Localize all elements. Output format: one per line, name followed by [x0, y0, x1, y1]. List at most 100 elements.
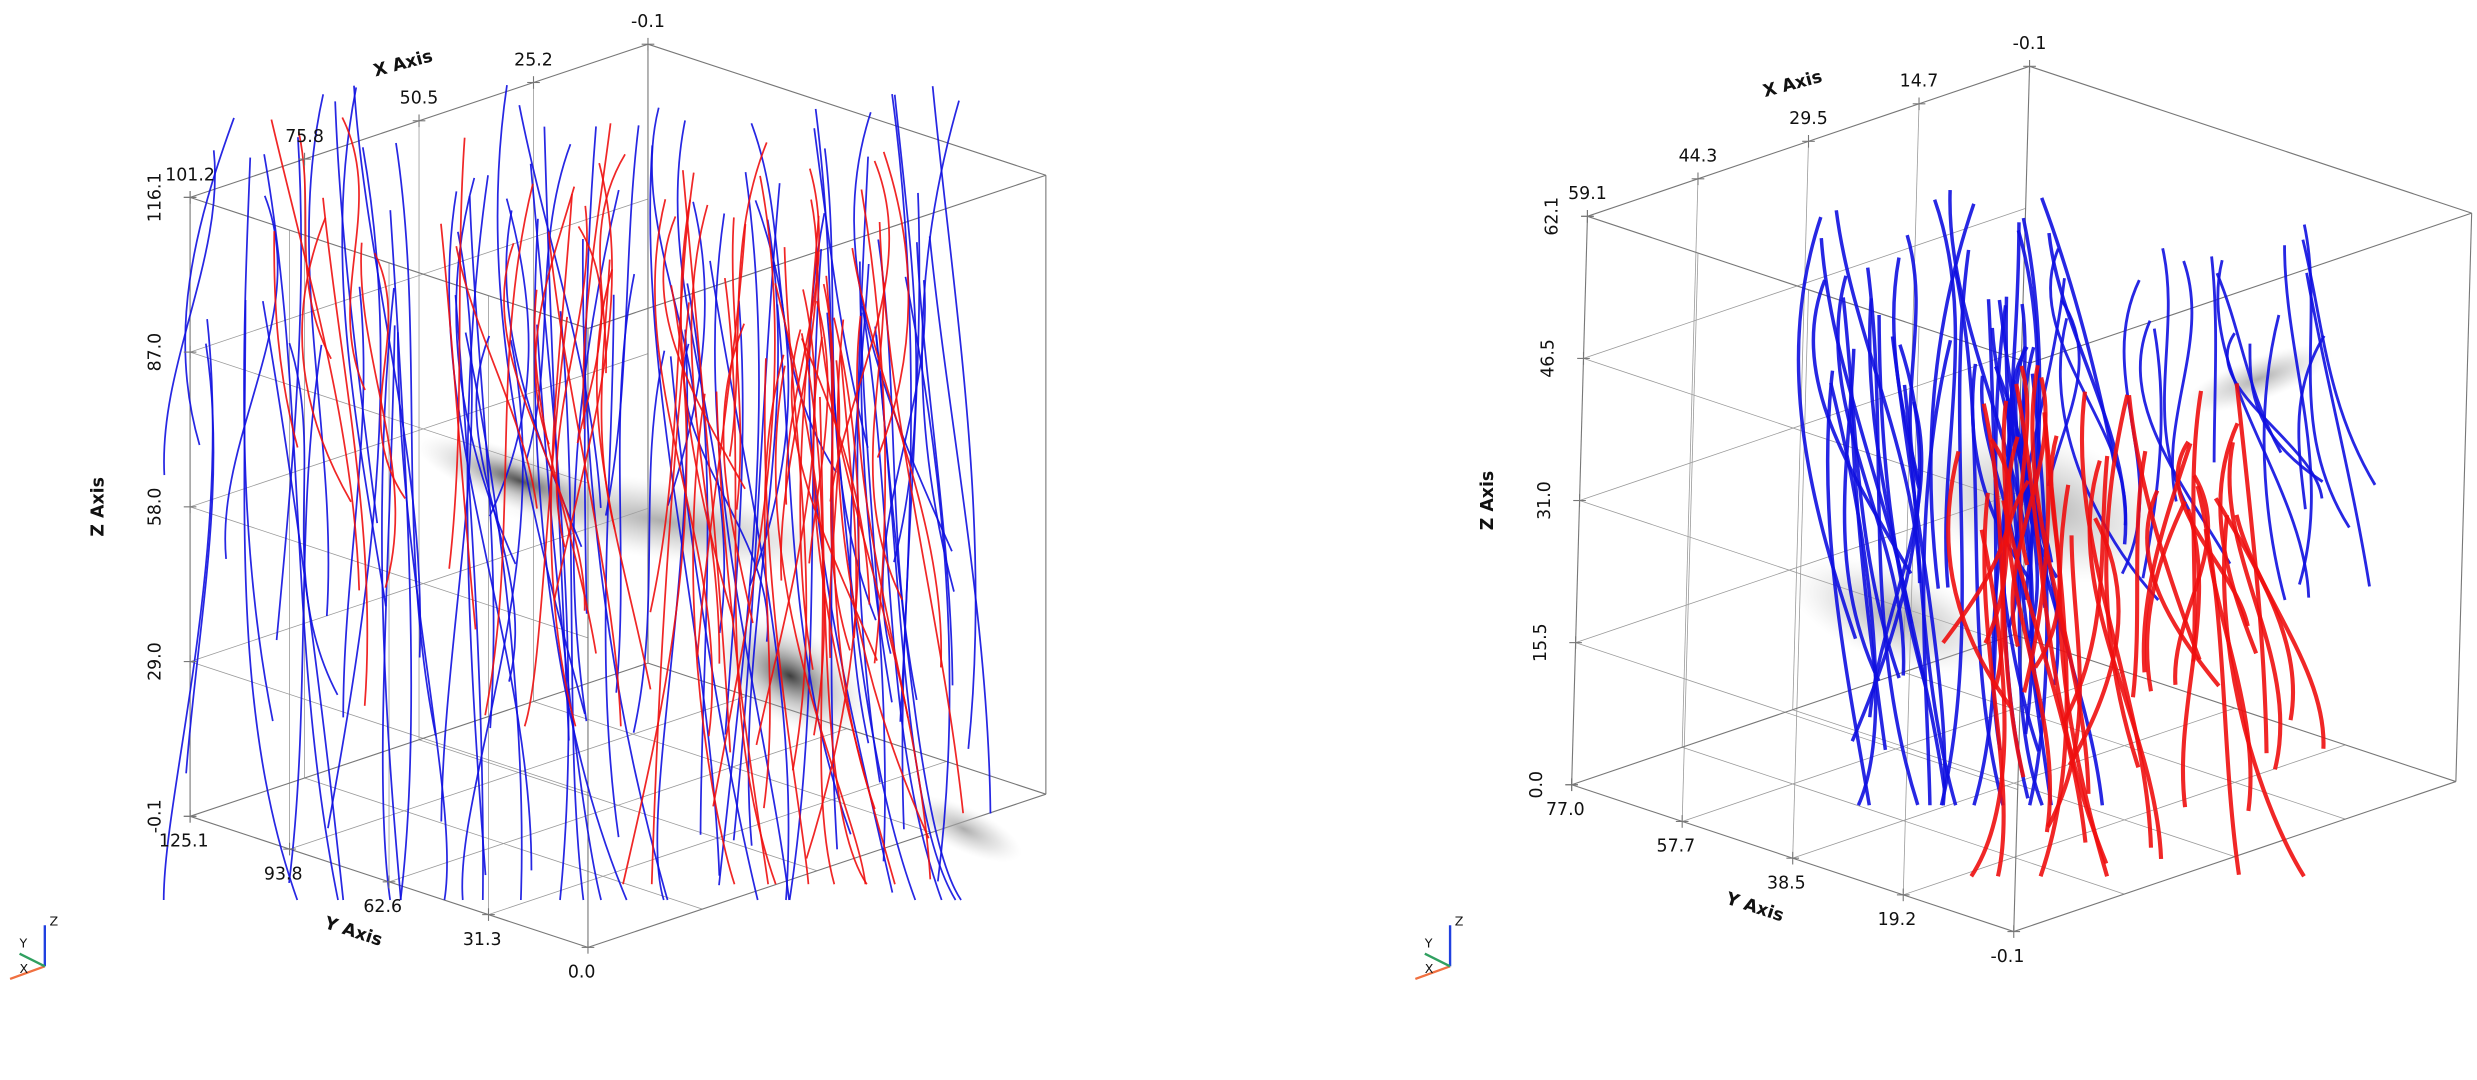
streamline [440, 231, 473, 822]
y-tick-label: 38.5 [1767, 873, 1806, 893]
streamline [653, 199, 713, 737]
streamline [466, 175, 489, 876]
streamline [1953, 270, 2005, 806]
y-tick-label: 125.1 [159, 832, 209, 852]
grid-line [388, 728, 848, 883]
widget-x-label: X [20, 961, 29, 976]
density-blob [477, 470, 851, 572]
grid-line [1681, 178, 1699, 748]
streamline [1825, 370, 1872, 806]
streamline [1836, 275, 1906, 676]
x-tick-label: 50.5 [400, 89, 439, 109]
streamline [2216, 259, 2311, 598]
y-tick-label: 0.0 [568, 963, 596, 983]
y-tick-label: 93.8 [264, 864, 303, 884]
streamline [2305, 272, 2371, 587]
streamline [2138, 320, 2232, 565]
streamline [503, 242, 586, 611]
grid-line [1579, 350, 2022, 501]
streamline [595, 269, 652, 690]
streamline [163, 150, 216, 476]
streamline [1905, 234, 1921, 490]
streamline [488, 198, 530, 517]
streamline [713, 213, 790, 901]
streamline [1982, 492, 2006, 877]
x-axis-title: X Axis [1761, 67, 1824, 102]
streamline [851, 247, 943, 668]
streamline [2234, 514, 2326, 749]
streamline [696, 223, 747, 658]
z-tick-label: 15.5 [1531, 623, 1551, 662]
widget-x-axis [9, 965, 46, 981]
streamline [826, 312, 917, 901]
streamline [581, 239, 669, 901]
streamline [755, 289, 816, 746]
streamline [840, 355, 858, 639]
streamline [812, 336, 896, 885]
streamline [774, 365, 867, 885]
streamline [381, 287, 402, 901]
streamline [2040, 197, 2116, 463]
grid-line [1682, 746, 2125, 895]
streamline [750, 123, 838, 473]
streamline [1921, 339, 1953, 806]
density-blob [1790, 557, 2001, 675]
streamline [800, 333, 836, 885]
streamline [2180, 508, 2202, 808]
streamline [572, 189, 620, 722]
x-tick-label: -0.1 [631, 12, 665, 32]
streamline [184, 117, 235, 446]
x-tick-label: 44.3 [1679, 147, 1718, 167]
streamline [496, 84, 586, 715]
streamline [819, 396, 868, 885]
streamline [2210, 256, 2218, 463]
streamline [1796, 216, 1858, 640]
streamline [785, 168, 820, 505]
streamline [322, 197, 369, 706]
widget-x-axis [1414, 965, 1451, 981]
streamline [1811, 279, 1913, 575]
streamline [2130, 450, 2148, 698]
streamline [712, 175, 776, 807]
widget-y-label: Y [1424, 936, 1433, 951]
streamline [2248, 343, 2324, 483]
streamline [876, 151, 910, 458]
streamline [1939, 249, 1971, 806]
streamline [555, 205, 588, 548]
streamline [800, 338, 871, 605]
streamline [2161, 248, 2191, 512]
streamline [2141, 442, 2193, 673]
streamline [353, 85, 422, 658]
streamline [2297, 335, 2326, 510]
streamline [783, 247, 808, 771]
y-axis-title: Y Axis [321, 913, 385, 951]
streamline [2030, 364, 2091, 794]
streamline [341, 117, 366, 391]
streamline [2001, 499, 2088, 843]
streamline [275, 137, 303, 641]
streamline [808, 300, 829, 564]
streamline [2171, 260, 2194, 502]
streamline [263, 154, 339, 901]
streamline [632, 350, 666, 733]
streamline [622, 285, 688, 885]
streamline [2283, 245, 2313, 585]
y-tick-label: -0.1 [1991, 947, 2025, 967]
y-tick-label: 57.7 [1657, 837, 1696, 857]
streamline [464, 332, 523, 901]
streamline [297, 131, 332, 360]
streamline [650, 302, 690, 885]
panel: 59.1 44.3 29.5 14.7 -0.1 77.0 57.7 38.5 19.2 -0.1… [1414, 34, 2473, 981]
streamline [381, 325, 396, 901]
streamline [2175, 440, 2250, 627]
y-tick-label: 31.3 [463, 930, 502, 950]
streamline [2126, 395, 2202, 661]
box-edge [189, 196, 589, 329]
streamline [553, 162, 613, 602]
z-axis-title: Z Axis [1478, 471, 1498, 531]
y-tick-label: 77.0 [1546, 800, 1585, 820]
streamline [273, 231, 299, 448]
streamline [2038, 419, 2069, 877]
streamline [1933, 199, 1958, 588]
